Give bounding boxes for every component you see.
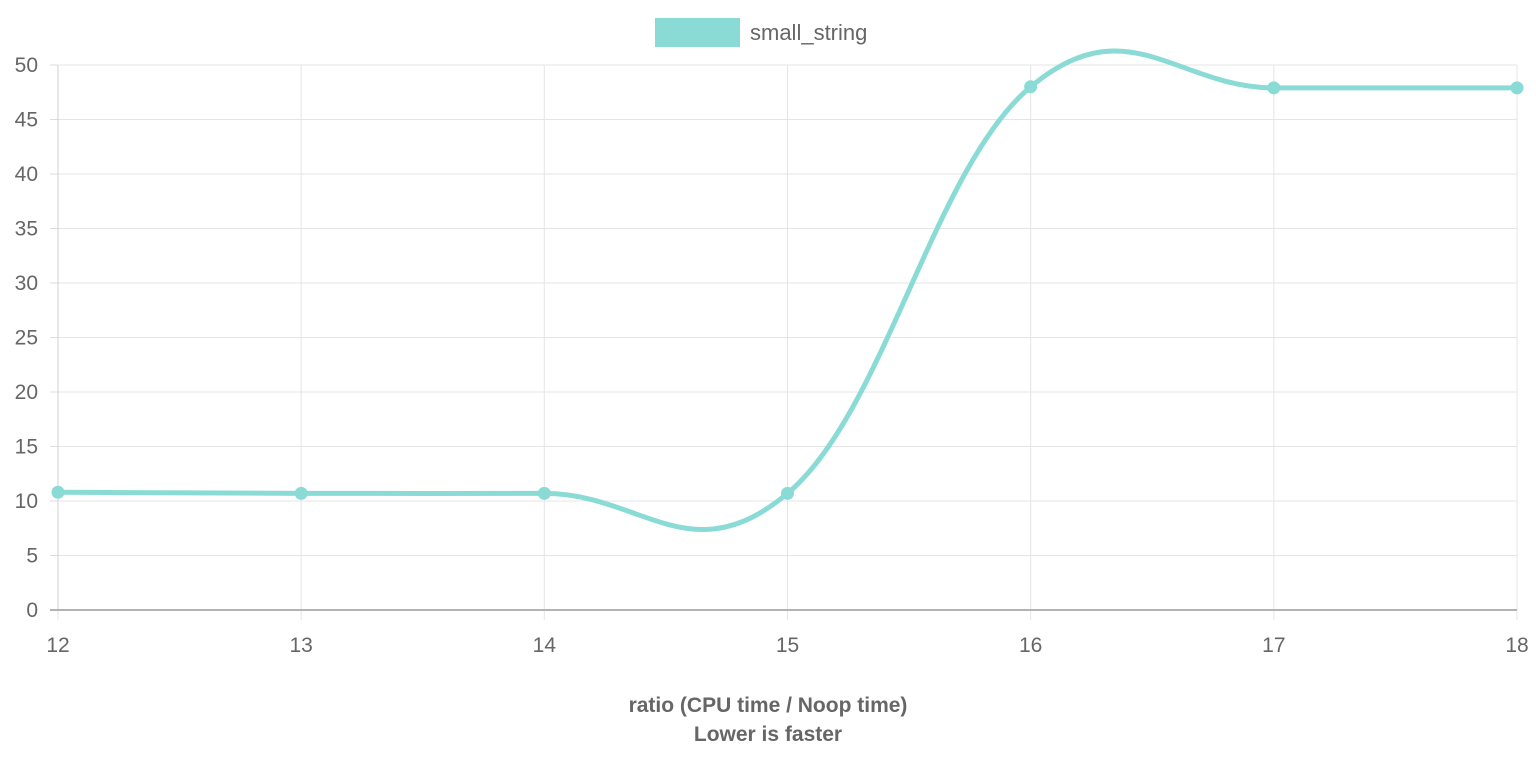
axes — [50, 64, 1517, 611]
grid — [57, 64, 1518, 620]
y-tick-label: 35 — [15, 218, 38, 241]
series-line — [55, 48, 1520, 533]
data-point[interactable] — [1510, 81, 1524, 95]
x-tick-label: 14 — [533, 634, 557, 657]
x-tick-label: 16 — [1019, 634, 1042, 657]
x-tick-label: 13 — [289, 634, 312, 657]
legend-label-small-string[interactable]: small_string — [750, 20, 867, 45]
y-axis-ticks: 0 5 10 15 20 25 30 35 40 45 50 — [15, 54, 38, 622]
data-point[interactable] — [1267, 81, 1281, 95]
y-tick-label: 0 — [26, 599, 38, 622]
y-tick-label: 15 — [15, 436, 38, 459]
y-tick-label: 25 — [15, 327, 38, 350]
data-point[interactable] — [537, 486, 551, 500]
data-point[interactable] — [1024, 80, 1038, 94]
x-axis-title: ratio (CPU time / Noop time) — [629, 694, 908, 717]
y-tick-label: 10 — [15, 490, 38, 513]
y-tick-label: 30 — [15, 272, 38, 295]
legend-swatch-small-string[interactable] — [655, 18, 740, 47]
y-tick-label: 45 — [15, 109, 38, 132]
legend[interactable]: small_string — [655, 18, 867, 47]
series — [51, 48, 1524, 533]
data-point[interactable] — [781, 486, 794, 500]
y-tick-label: 5 — [26, 545, 38, 568]
x-tick-label: 12 — [46, 634, 69, 657]
y-tick-label: 50 — [15, 54, 38, 77]
y-tick-label: 20 — [15, 381, 38, 404]
x-axis-subtitle: Lower is faster — [694, 723, 842, 746]
x-tick-label: 17 — [1262, 634, 1285, 657]
x-tick-label: 15 — [776, 634, 799, 657]
x-axis-ticks: 12 13 14 15 16 17 18 — [46, 634, 1528, 657]
data-point[interactable] — [51, 485, 65, 499]
x-tick-label: 18 — [1505, 634, 1528, 657]
data-point[interactable] — [294, 486, 308, 500]
y-tick-label: 40 — [15, 163, 38, 186]
